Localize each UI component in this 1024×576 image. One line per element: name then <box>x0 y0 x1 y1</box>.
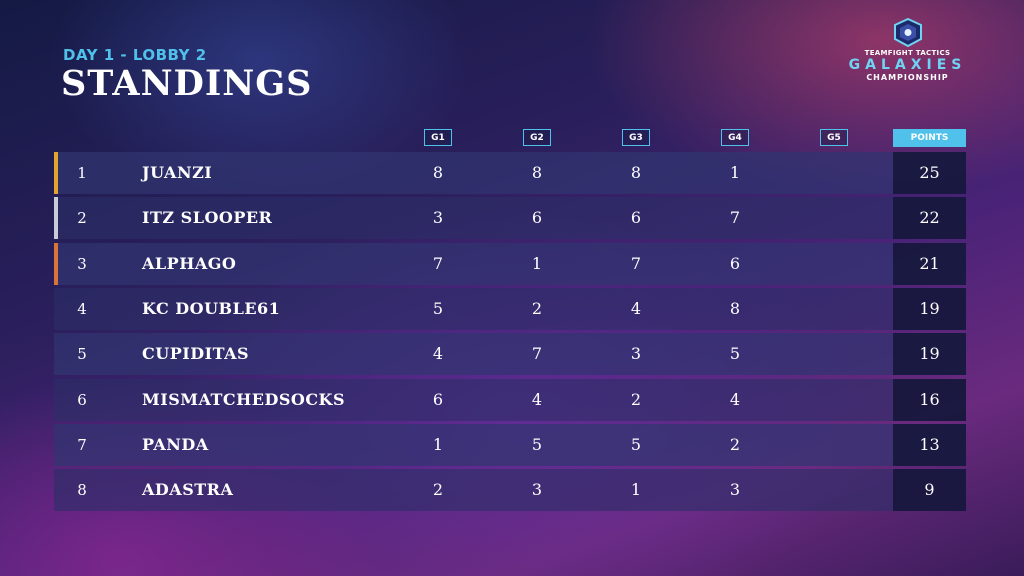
game-4-placement-cell: 1 <box>729 163 741 182</box>
column-header-g1: G1 <box>424 129 452 146</box>
game-1-placement-cell: 3 <box>432 208 444 228</box>
points-cell: 9 <box>893 469 966 512</box>
points-cell: 25 <box>893 152 966 194</box>
table-row: 4 KC DOUBLE61 5 2 4 8 19 <box>54 287 966 330</box>
championship-logo: TEAMFIGHT TACTICS GALAXIES CHAMPIONSHIP <box>835 18 980 113</box>
page-subtitle: DAY 1 - LOBBY 2 <box>63 46 207 64</box>
rank-cell: 6 <box>77 390 87 409</box>
game-4-placement-cell: 4 <box>729 389 741 409</box>
game-3-placement-cell: 5 <box>630 434 642 454</box>
rank-cell: 3 <box>77 254 87 273</box>
player-name-cell: ADASTRA <box>142 480 234 500</box>
game-3-placement-cell: 3 <box>630 344 642 364</box>
points-cell: 21 <box>893 242 966 285</box>
rank-cell: 4 <box>77 299 87 318</box>
table-row: 8 ADASTRA 2 3 1 3 9 <box>54 469 966 512</box>
logo-line-1: TEAMFIGHT TACTICS <box>864 49 951 57</box>
rank-cell: 5 <box>77 345 87 364</box>
game-4-placement-cell: 8 <box>729 298 741 318</box>
player-name-cell: CUPIDITAS <box>142 344 250 364</box>
game-4-placement-cell: 7 <box>729 208 741 228</box>
game-4-placement-cell: 3 <box>729 480 741 500</box>
game-2-placement-cell: 2 <box>531 298 543 318</box>
table-row: 7 PANDA 1 5 5 2 13 <box>54 423 966 466</box>
table-row: 3 ALPHAGO 7 1 7 6 21 <box>54 242 966 285</box>
game-3-placement-cell: 2 <box>630 389 642 409</box>
galaxies-emblem-icon <box>893 18 922 48</box>
game-4-placement-cell: 5 <box>729 344 741 364</box>
game-2-placement-cell: 3 <box>531 480 543 500</box>
column-header-g2: G2 <box>523 129 551 146</box>
game-3-placement-cell: 4 <box>630 298 642 318</box>
game-2-placement-cell: 8 <box>531 163 543 182</box>
game-3-placement-cell: 8 <box>630 163 642 182</box>
player-name-cell: ITZ SLOOPER <box>142 208 273 228</box>
game-4-placement-cell: 2 <box>729 434 741 454</box>
player-name-cell: ALPHAGO <box>142 253 237 273</box>
player-name-cell: KC DOUBLE61 <box>142 298 281 318</box>
game-1-placement-cell: 6 <box>432 389 444 409</box>
column-header-g5: G5 <box>820 129 848 146</box>
logo-line-3: CHAMPIONSHIP <box>866 73 949 82</box>
player-name-cell: JUANZI <box>142 163 213 182</box>
game-2-placement-cell: 6 <box>531 208 543 228</box>
game-4-placement-cell: 6 <box>729 253 741 273</box>
points-cell: 13 <box>893 423 966 466</box>
game-2-placement-cell: 1 <box>531 253 543 273</box>
points-cell: 22 <box>893 197 966 240</box>
page-title: STANDINGS <box>61 63 313 104</box>
points-cell: 19 <box>893 333 966 376</box>
game-2-placement-cell: 4 <box>531 389 543 409</box>
points-cell: 16 <box>893 378 966 421</box>
placement-accent-bar <box>54 197 58 240</box>
logo-line-2: GALAXIES <box>848 57 967 73</box>
game-3-placement-cell: 1 <box>630 480 642 500</box>
rank-cell: 8 <box>77 481 87 500</box>
game-1-placement-cell: 5 <box>432 298 444 318</box>
placement-accent-bar <box>54 242 58 285</box>
placement-accent-bar <box>54 152 58 194</box>
points-cell: 19 <box>893 287 966 330</box>
game-1-placement-cell: 2 <box>432 480 444 500</box>
player-name-cell: PANDA <box>142 434 209 454</box>
game-1-placement-cell: 7 <box>432 253 444 273</box>
game-1-placement-cell: 8 <box>432 163 444 182</box>
table-row: 2 ITZ SLOOPER 3 6 6 7 22 <box>54 197 966 240</box>
game-1-placement-cell: 1 <box>432 434 444 454</box>
table-row: 1 JUANZI 8 8 8 1 25 <box>54 152 966 194</box>
rank-cell: 1 <box>77 164 87 182</box>
table-row: 6 MISMATCHEDSOCKS 6 4 2 4 16 <box>54 378 966 421</box>
column-header-g4: G4 <box>721 129 749 146</box>
rank-cell: 7 <box>77 435 87 454</box>
game-2-placement-cell: 5 <box>531 434 543 454</box>
game-1-placement-cell: 4 <box>432 344 444 364</box>
game-3-placement-cell: 6 <box>630 208 642 228</box>
column-header-g3: G3 <box>622 129 650 146</box>
player-name-cell: MISMATCHEDSOCKS <box>142 389 346 409</box>
column-header-points: POINTS <box>893 129 966 147</box>
table-row: 5 CUPIDITAS 4 7 3 5 19 <box>54 333 966 376</box>
game-3-placement-cell: 7 <box>630 253 642 273</box>
rank-cell: 2 <box>77 209 87 228</box>
game-2-placement-cell: 7 <box>531 344 543 364</box>
